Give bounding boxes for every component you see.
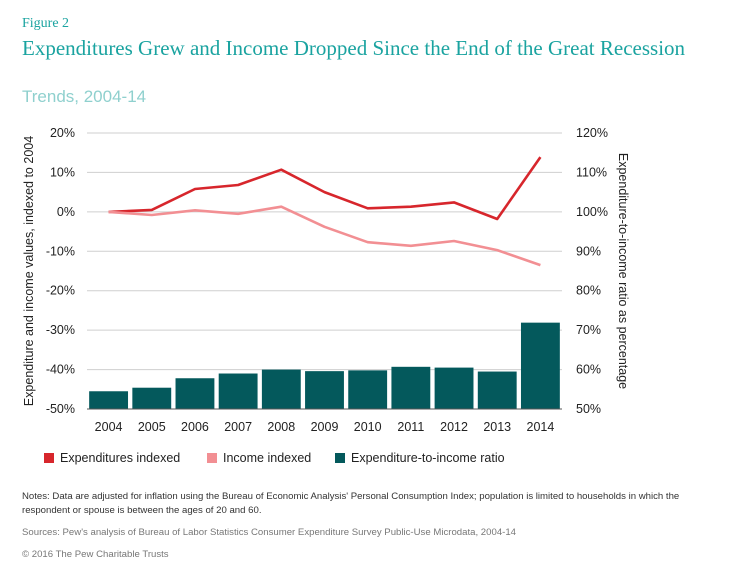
ratio-bar	[305, 371, 344, 409]
left-tick-label: 10%	[50, 165, 75, 179]
left-tick-label: -20%	[46, 284, 75, 298]
ratio-bar	[89, 391, 129, 409]
legend-swatch	[44, 453, 54, 463]
ratio-bar	[520, 322, 560, 409]
x-tick-label: 2006	[181, 420, 209, 434]
ratio-bar	[477, 371, 517, 409]
ratio-bar	[175, 378, 215, 409]
left-tick-label: -10%	[46, 244, 75, 258]
income-indexed-line	[108, 205, 541, 267]
left-tick-label: 0%	[57, 205, 75, 219]
chart-subtitle: Trends, 2004-14	[22, 87, 147, 106]
legend-label: Expenditures indexed	[60, 451, 180, 465]
right-tick-label: 110%	[576, 165, 607, 179]
legend-label: Income indexed	[223, 451, 311, 465]
figure-label: Figure 2	[22, 16, 70, 31]
right-tick-label: 100%	[576, 205, 608, 219]
left-tick-label: -50%	[46, 402, 75, 416]
x-tick-label: 2011	[397, 420, 424, 434]
x-tick-label: 2004	[95, 420, 123, 434]
chart-title: Expenditures Grew and Income Dropped Sin…	[22, 36, 686, 60]
chart-notes: Notes: Data are adjusted for inflation u…	[22, 491, 680, 516]
x-tick-label: 2010	[354, 420, 382, 434]
right-tick-label: 50%	[576, 402, 601, 416]
x-tick-label: 2009	[311, 420, 339, 434]
legend-label: Expenditure-to-income ratio	[351, 451, 505, 465]
x-tick-label: 2012	[440, 420, 468, 434]
right-tick-label: 70%	[576, 323, 601, 337]
expenditures-indexed-line	[108, 156, 542, 221]
right-axis-title: Expenditure-to-income ratio as percentag…	[616, 153, 630, 389]
left-tick-label: 20%	[50, 126, 75, 140]
legend-swatch	[207, 453, 217, 463]
left-axis-title: Expenditure and income values, indexed t…	[22, 136, 36, 406]
combo-chart: 20% 10% 0% -10% -20% -30% -40% -50% 120% 110% 100%…	[22, 126, 630, 465]
x-tick-label: 2014	[527, 420, 555, 434]
ratio-bar	[348, 370, 388, 409]
legend-swatch	[335, 453, 345, 463]
left-tick-label: -40%	[46, 363, 75, 377]
right-tick-label: 120%	[576, 126, 608, 140]
ratio-bar	[132, 387, 172, 409]
right-tick-label: 90%	[576, 244, 601, 258]
left-tick-label: -30%	[46, 323, 75, 337]
ratio-bar	[391, 366, 431, 409]
right-tick-label: 60%	[576, 363, 601, 377]
ratio-bar	[261, 369, 301, 409]
x-tick-label: 2007	[224, 420, 252, 434]
ratio-bar	[434, 367, 474, 409]
x-tick-label: 2008	[267, 420, 295, 434]
copyright: © 2016 The Pew Charitable Trusts	[22, 549, 169, 560]
x-tick-label: 2005	[138, 420, 166, 434]
ratio-bar	[218, 373, 258, 409]
chart-sources: Sources: Pew's analysis of Bureau of Lab…	[22, 527, 517, 538]
x-tick-label: 2013	[483, 420, 511, 434]
right-tick-label: 80%	[576, 284, 601, 298]
